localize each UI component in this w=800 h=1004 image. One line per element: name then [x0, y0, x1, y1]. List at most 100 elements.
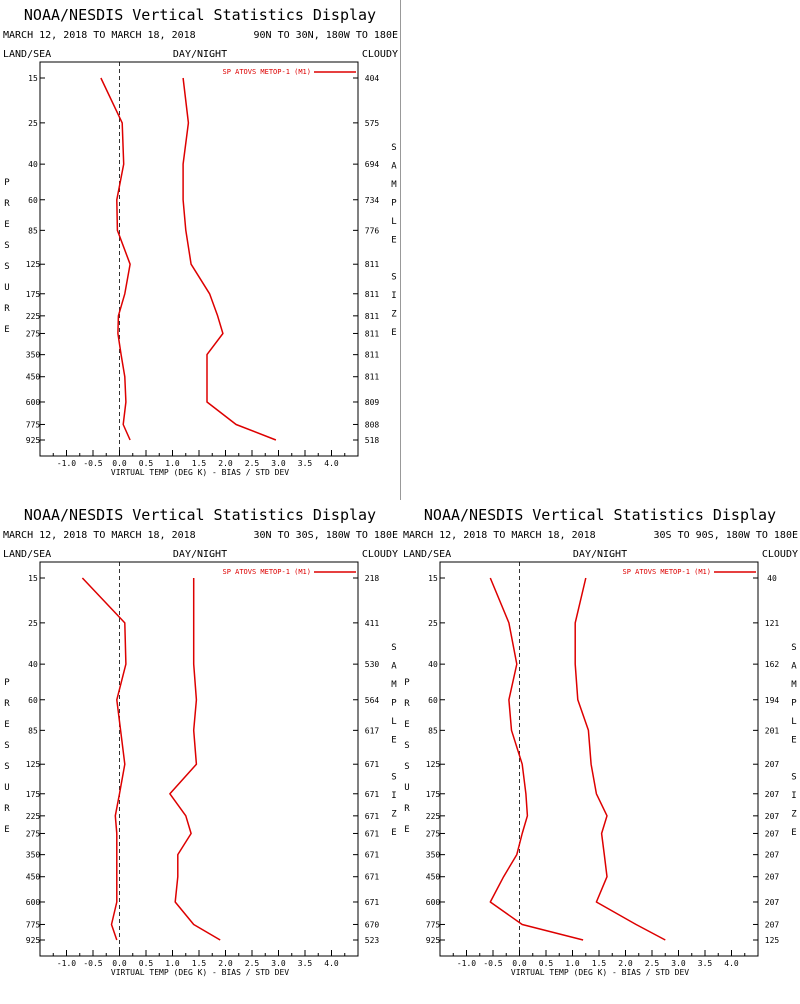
x-tick-label: 1.5	[192, 459, 207, 468]
pressure-level-label: 775	[426, 920, 441, 929]
sample-size-axis-letter: E	[391, 828, 396, 838]
pressure-axis-letter: R	[4, 304, 10, 314]
sample-size-axis-letter: L	[391, 717, 396, 727]
sample-size-label: 207	[765, 873, 780, 882]
sample-size-axis-letter: Z	[391, 310, 397, 320]
x-tick-label: 2.5	[245, 459, 260, 468]
sample-size-label: 671	[365, 790, 380, 799]
header-land-sea: LAND/SEA	[3, 549, 51, 560]
header-day-night: DAY/NIGHT	[173, 549, 227, 560]
pressure-level-label: 60	[428, 696, 438, 705]
pressure-axis-letter: E	[404, 720, 409, 730]
x-tick-label: 1.5	[592, 959, 607, 968]
pressure-level-label: 60	[28, 696, 38, 705]
plot-frame	[39, 61, 359, 457]
x-tick-label: 0.0	[512, 959, 527, 968]
date-range: MARCH 12, 2018 TO MARCH 18, 2018	[3, 30, 196, 41]
sample-size-label: 207	[765, 920, 780, 929]
sample-size-label: 671	[365, 829, 380, 838]
pressure-axis-letter: U	[404, 783, 409, 793]
legend-label: SP ATOVS METOP-1 (M1)	[222, 68, 311, 76]
pressure-level-label: 25	[428, 619, 438, 628]
sample-size-label: 811	[365, 373, 380, 382]
x-tick-label: 3.5	[298, 459, 313, 468]
sample-size-label: 564	[365, 696, 380, 705]
std-dev-line	[182, 77, 277, 441]
pressure-level-label: 275	[26, 329, 41, 338]
chart-title: NOAA/NESDIS Vertical Statistics Display	[424, 506, 776, 524]
bias-line	[100, 77, 131, 441]
header-day-night: DAY/NIGHT	[173, 49, 227, 60]
pressure-axis-letter: S	[4, 262, 9, 272]
sample-size-label: 207	[765, 790, 780, 799]
pressure-level-label: 175	[26, 790, 41, 799]
pressure-level-label: 225	[26, 312, 41, 321]
pressure-level-label: 175	[426, 790, 441, 799]
bias-line	[81, 577, 127, 941]
pressure-axis-letter: E	[4, 325, 9, 335]
sample-size-axis-letter: P	[391, 199, 397, 209]
pressure-level-label: 15	[28, 74, 38, 83]
pressure-level-label: 40	[28, 660, 38, 669]
sample-size-label: 811	[365, 312, 380, 321]
pressure-axis-letter: S	[4, 241, 9, 251]
pressure-level-label: 350	[26, 351, 41, 360]
sample-size-label: 670	[365, 920, 380, 929]
sample-size-label: 523	[365, 936, 380, 945]
x-tick-label: 4.0	[324, 959, 339, 968]
pressure-axis-letter: P	[4, 178, 10, 188]
pressure-level-label: 350	[26, 851, 41, 860]
pressure-level-label: 275	[426, 829, 441, 838]
sample-size-axis-letter: E	[791, 736, 796, 746]
pressure-level-label: 775	[26, 920, 41, 929]
sample-size-axis-letter: A	[391, 162, 397, 172]
pressure-level-label: 925	[426, 936, 441, 945]
sample-size-axis-letter: E	[391, 328, 396, 338]
x-tick-label: 1.5	[192, 959, 207, 968]
pressure-level-label: 85	[428, 726, 438, 735]
stats-panel-nh: NOAA/NESDIS Vertical Statistics Display M…	[0, 0, 400, 500]
pressure-level-label: 600	[426, 898, 441, 907]
pressure-axis-letter: S	[4, 741, 9, 751]
sample-size-axis-letter: I	[391, 291, 396, 301]
sample-size-axis-letter: Z	[791, 810, 797, 820]
pressure-level-label: 125	[426, 760, 441, 769]
stats-panel-tropics: NOAA/NESDIS Vertical Statistics Display M…	[0, 500, 400, 1000]
sample-size-label: 530	[365, 660, 380, 669]
x-tick-label: 4.0	[724, 959, 739, 968]
sample-size-axis-letter: M	[391, 180, 397, 190]
x-tick-label: 0.5	[139, 459, 154, 468]
sample-size-label: 201	[765, 726, 780, 735]
pressure-axis-letter: U	[4, 783, 9, 793]
x-axis-label: VIRTUAL TEMP (DEG K) - BIAS / STD DEV	[111, 968, 289, 977]
sample-size-label: 518	[365, 436, 380, 445]
legend-label: SP ATOVS METOP-1 (M1)	[222, 568, 311, 576]
header-cloudy: CLOUDY	[762, 549, 798, 560]
x-tick-label: 3.5	[698, 959, 713, 968]
pressure-level-label: 350	[426, 851, 441, 860]
sample-size-label: 207	[765, 851, 780, 860]
x-tick-label: 0.5	[139, 959, 154, 968]
sample-size-label: 671	[365, 812, 380, 821]
x-tick-label: -1.0	[57, 959, 76, 968]
x-tick-label: 1.0	[165, 959, 180, 968]
legend-label: SP ATOVS METOP-1 (M1)	[622, 568, 711, 576]
x-tick-label: 3.0	[271, 959, 286, 968]
x-tick-label: 2.0	[218, 459, 233, 468]
sample-size-label: 671	[365, 851, 380, 860]
pressure-level-label: 450	[26, 873, 41, 882]
sample-size-label: 808	[365, 420, 380, 429]
x-tick-label: 3.0	[271, 459, 286, 468]
sample-size-label: 811	[365, 290, 380, 299]
pressure-axis-letter: E	[4, 825, 9, 835]
sample-size-axis-letter: E	[391, 236, 396, 246]
pressure-level-label: 125	[26, 760, 41, 769]
sample-size-axis-letter: I	[791, 791, 796, 801]
sample-size-axis-letter: Z	[391, 810, 397, 820]
x-tick-label: 3.0	[671, 959, 686, 968]
pressure-axis-letter: R	[404, 804, 410, 814]
pressure-axis-letter: S	[4, 762, 9, 772]
pressure-axis-letter: R	[404, 699, 410, 709]
pressure-axis-letter: E	[4, 720, 9, 730]
sample-size-label: 194	[765, 696, 780, 705]
